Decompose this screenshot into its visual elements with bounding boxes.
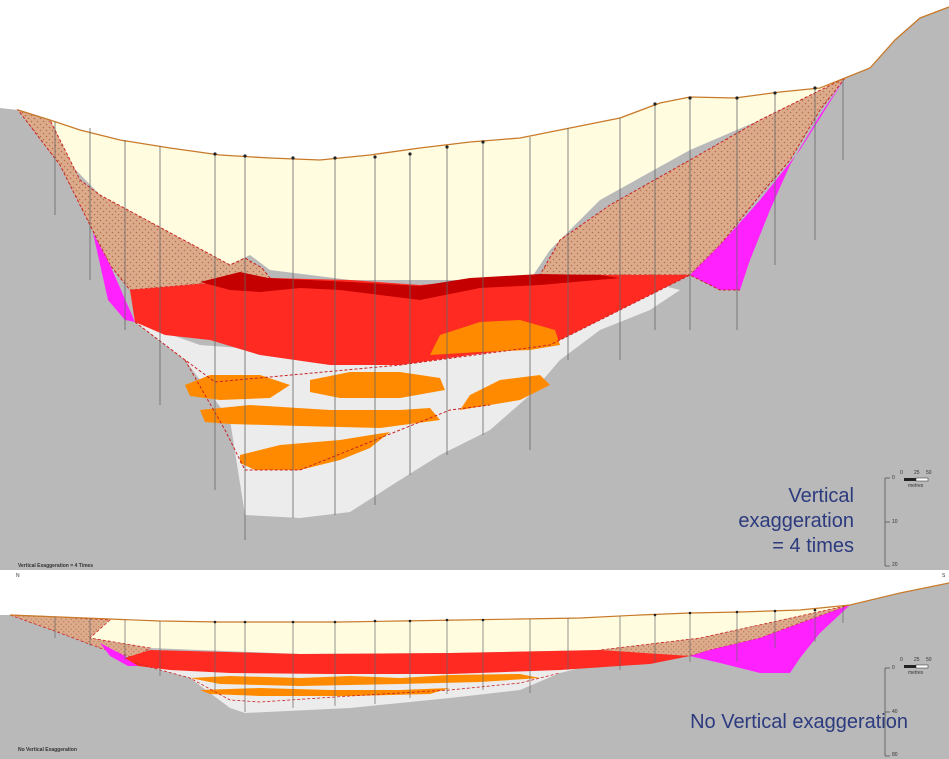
bottom-scale-unit: metres: [908, 670, 924, 676]
cross-section-exaggerated-svg: [0, 0, 949, 578]
upper-fill-unit: [18, 78, 845, 280]
ground-surface-2: [9, 582, 949, 623]
cross-section-exaggerated: Vertical Exaggeration = 4 Times N S 0 25…: [0, 0, 949, 578]
borehole-collars: [213, 86, 817, 160]
top-caption-line-2: exaggeration: [738, 510, 854, 532]
orange-lens-1: [430, 320, 560, 355]
magenta-unit-right-2: [690, 605, 850, 673]
cross-section-true-scale: No Vertical Exaggeration 0 25 50 metres …: [0, 578, 949, 759]
magenta-unit-right: [690, 78, 845, 290]
top-depth-tick-2: 20: [892, 562, 898, 568]
panel-divider: [0, 570, 949, 578]
cross-section-true-scale-svg: [0, 578, 949, 759]
bottom-depth-tick-0: 0: [892, 665, 895, 671]
top-left-mark: N: [16, 573, 20, 578]
scale-bar-bottom: [884, 664, 929, 757]
orange-lens-3: [310, 372, 445, 398]
contact-line: [134, 274, 740, 383]
top-scale-unit: metres: [908, 483, 924, 489]
top-caption-line-3: = 4 times: [772, 535, 854, 557]
orange-lens-a-2: [190, 674, 540, 686]
ground-surface: [17, 6, 949, 161]
bottom-scale-tick-1: 25: [914, 657, 920, 663]
magenta-unit-left-2: [100, 643, 138, 666]
scale-bar-top: [884, 477, 929, 567]
top-scale-tick-0: 0: [900, 470, 903, 476]
top-caption-line-1: Vertical: [788, 485, 854, 507]
orange-lens-5: [200, 405, 440, 428]
orange-lens-6: [240, 432, 390, 470]
red-unit-2: [125, 650, 690, 674]
sky-area-2: [0, 578, 949, 622]
orange-lens-4: [460, 375, 550, 410]
bottom-caption: No Vertical exaggeration: [690, 711, 908, 733]
magenta-unit-left: [93, 233, 135, 322]
top-right-mark: S: [942, 573, 946, 578]
borehole-lines-2: [54, 606, 844, 712]
upper-fill-unit-2: [10, 605, 850, 654]
contact-line-lower: [184, 359, 491, 471]
contact-line-2: [134, 662, 561, 703]
bottom-scale-tick-0: 0: [900, 657, 903, 663]
top-scale-tick-2: 50: [926, 470, 932, 476]
side-deposit-right-2: [559, 604, 851, 657]
borehole-collars-2: [213, 608, 817, 624]
bottom-scale-tick-2: 50: [926, 657, 932, 663]
bottom-depth-tick-1: 40: [892, 709, 898, 715]
sky-area: [0, 0, 949, 160]
bottom-depth-tick-2: 80: [892, 752, 898, 758]
top-scale-tick-1: 25: [914, 470, 920, 476]
borehole-lines: [54, 80, 844, 540]
bottom-corner-label: No Vertical Exaggeration: [18, 747, 77, 753]
top-depth-tick-1: 10: [892, 519, 898, 525]
orange-lens-2: [185, 375, 290, 400]
top-depth-tick-0: 0: [892, 475, 895, 481]
top-corner-label: Vertical Exaggeration = 4 Times: [18, 563, 94, 569]
top-caption: Vertical exaggeration = 4 times: [640, 484, 854, 559]
